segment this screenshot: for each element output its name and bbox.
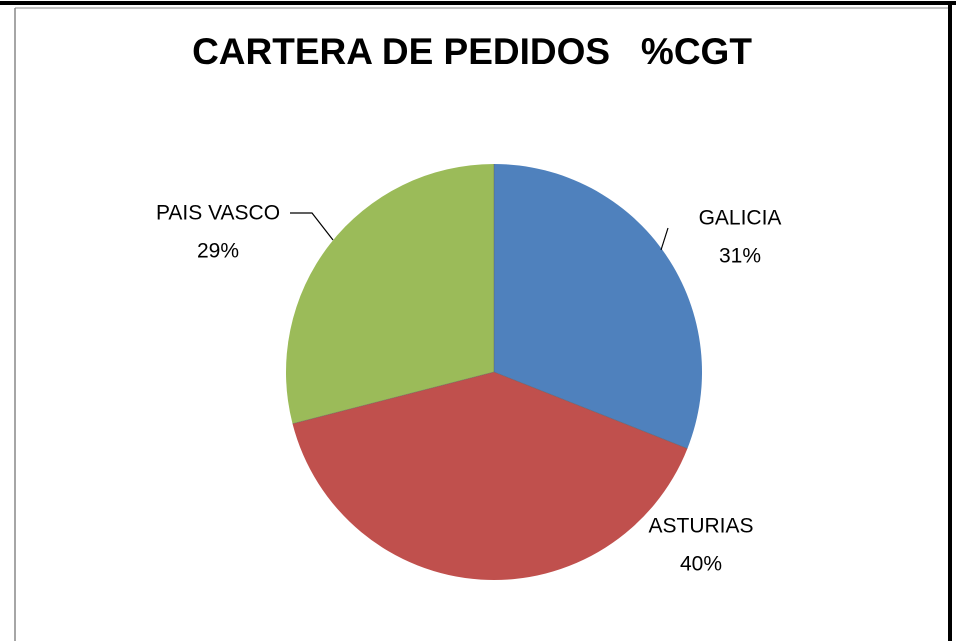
- value-label: 29%: [197, 240, 239, 263]
- value-label: 40%: [680, 553, 722, 576]
- labels: GALICIA 31% ASTURIAS 40% PAIS VASCO 29%: [156, 202, 781, 576]
- leader-line: [660, 227, 669, 251]
- category-label: GALICIA: [699, 207, 782, 230]
- category-label: ASTURIAS: [648, 515, 753, 538]
- slice-border: [292, 371, 495, 425]
- pie: [285, 163, 702, 580]
- pie-slice: [494, 164, 702, 449]
- leader-line: [290, 212, 334, 241]
- value-label: 31%: [719, 245, 761, 268]
- category-label: PAIS VASCO: [156, 202, 280, 225]
- pie-slice: [292, 372, 688, 580]
- slice-border: [493, 371, 688, 449]
- pie-slice: [285, 163, 494, 424]
- chart-title: CARTERA DE PEDIDOS %CGT: [192, 31, 752, 72]
